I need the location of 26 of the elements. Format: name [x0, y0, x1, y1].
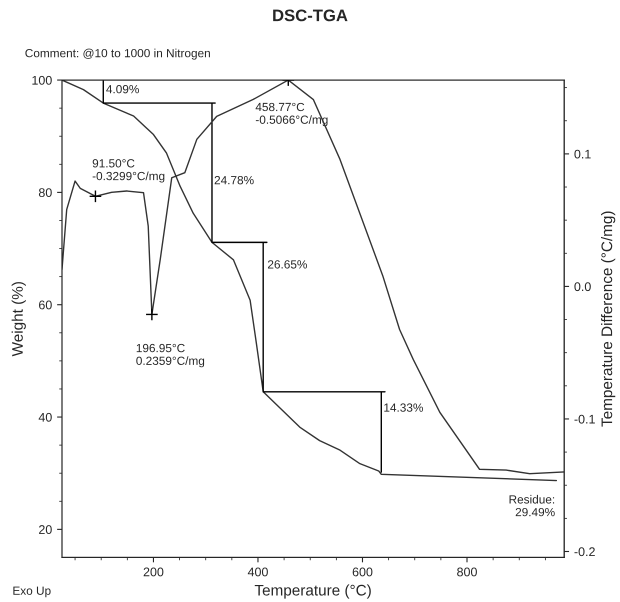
y2-tick-label: 0.0 [574, 282, 591, 292]
annotation: 24.78% [214, 176, 254, 184]
y-tick-label: 40 [38, 412, 52, 422]
x-tick-label: 200 [144, 568, 164, 576]
y2-axis-title: Temperature Difference (°C/mg) [601, 212, 616, 427]
y2-tick-label: 0.1 [574, 150, 591, 159]
y-tick-label: 80 [38, 188, 52, 198]
annotation: 196.95°C 0.2359°C/mg [136, 344, 204, 368]
y2-tick-label: -0.1 [574, 414, 595, 424]
x-axis-title: Temperature (°C) [254, 584, 371, 599]
x-tick-label: 600 [352, 568, 372, 576]
x-tick-label: 800 [457, 568, 477, 576]
y-tick-label: 100 [32, 76, 52, 85]
chart-title: DSC-TGA [273, 9, 348, 22]
text: Comment: @10 to 1000 in Nitrogen [25, 48, 210, 60]
x-tick-label: 400 [248, 568, 268, 576]
annotation: 4.09% [106, 84, 139, 94]
y2-tick-label: -0.2 [574, 547, 595, 556]
y-tick-label: 20 [39, 525, 52, 534]
annotation: 91.50°C -0.3299°C/mg [92, 159, 164, 183]
y-tick-label: 60 [39, 300, 52, 310]
annotation: 14.33% [384, 403, 424, 412]
y-axis-title: Weight (%) [12, 282, 26, 356]
annotation: 26.65% [268, 260, 307, 269]
annotation: Residue: 29.49% [510, 494, 555, 516]
text: Exo Up [13, 586, 51, 598]
